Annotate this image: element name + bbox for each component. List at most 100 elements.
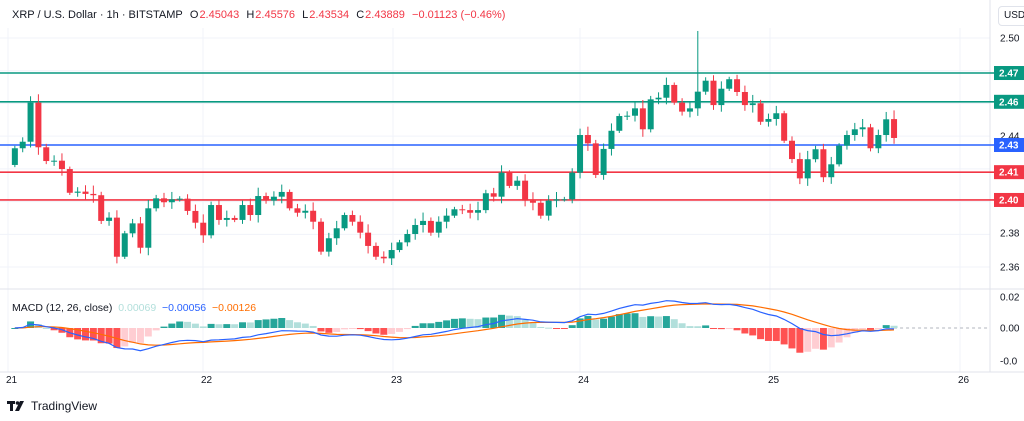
- candle-body: [294, 208, 301, 213]
- candle-body: [600, 148, 607, 175]
- candle: [153, 194, 160, 212]
- candle-body: [66, 169, 73, 193]
- candle-body: [467, 210, 474, 213]
- macd-histogram-bar: [710, 328, 717, 329]
- candle: [286, 189, 293, 211]
- candle: [490, 187, 497, 202]
- candle: [875, 129, 882, 154]
- candle-body: [372, 245, 379, 257]
- macd-histogram-bar: [827, 328, 835, 348]
- candle-body: [58, 160, 65, 170]
- candle: [98, 191, 105, 224]
- candle-body: [443, 215, 450, 222]
- candle-body: [412, 224, 419, 234]
- candle-body: [545, 200, 552, 216]
- candle: [773, 105, 780, 126]
- macd-histogram-bar: [301, 323, 309, 328]
- candle: [121, 230, 128, 259]
- candle: [278, 184, 285, 204]
- candle: [859, 118, 866, 137]
- candle-body: [647, 99, 654, 130]
- candle-body: [757, 103, 764, 122]
- low-label: L: [302, 9, 309, 21]
- candle-body: [561, 199, 568, 201]
- candle: [710, 75, 717, 110]
- candle-body: [184, 198, 191, 211]
- candle-body: [357, 221, 364, 233]
- macd-histogram-bar: [474, 319, 482, 328]
- candle-body: [427, 220, 434, 233]
- candle-body: [90, 193, 97, 196]
- macd-histogram-bar: [34, 324, 42, 328]
- candle: [270, 191, 277, 206]
- level-badge-label: 2.47: [999, 69, 1019, 80]
- level-badge-label: 2.41: [999, 168, 1019, 179]
- macd-histogram-bar: [576, 318, 584, 328]
- candle-body: [608, 130, 615, 149]
- macd-histogram-bar: [780, 328, 788, 345]
- macd-histogram-bar: [553, 328, 560, 329]
- candle-body: [341, 215, 348, 229]
- candle-body: [51, 160, 58, 162]
- candle: [584, 126, 591, 151]
- macd-histogram-bar: [819, 328, 827, 350]
- macd-histogram-bar: [725, 328, 733, 329]
- macd-histogram-bar: [466, 318, 474, 328]
- candle: [891, 110, 898, 144]
- candle-body: [702, 80, 709, 92]
- currency-button[interactable]: USD: [998, 6, 1024, 26]
- macd-histogram-bar: [129, 328, 137, 343]
- macd-histogram-bar: [388, 328, 396, 334]
- candle-body: [420, 220, 427, 225]
- candle: [789, 136, 795, 164]
- candle-body: [553, 199, 560, 201]
- candle-body: [215, 205, 222, 220]
- candle: [35, 94, 42, 155]
- candle: [702, 77, 709, 95]
- candle-body: [679, 102, 686, 112]
- candle-body: [773, 113, 780, 119]
- candle: [639, 100, 646, 137]
- candle: [592, 139, 599, 179]
- macd-title[interactable]: MACD (12, 26, close): [12, 302, 113, 314]
- macd-histogram-bar: [804, 328, 812, 352]
- candle: [561, 196, 568, 202]
- candle-body: [765, 118, 772, 122]
- candle: [388, 242, 395, 265]
- macd-histogram-bar: [254, 320, 262, 328]
- candle: [741, 85, 748, 111]
- macd-histogram-bar: [152, 328, 160, 331]
- macd-histogram-bar: [702, 325, 710, 328]
- candle-body: [624, 115, 631, 117]
- macd-histogram-bar: [176, 321, 184, 328]
- candle-body: [514, 180, 521, 186]
- candle: [686, 101, 693, 118]
- candle: [208, 201, 215, 239]
- candle: [318, 218, 324, 255]
- candle-body: [734, 79, 741, 92]
- open-value: 2.45043: [199, 9, 240, 21]
- candle-body: [255, 196, 262, 216]
- candle: [58, 153, 65, 176]
- macd-histogram-bar: [568, 325, 576, 328]
- macd-histogram-bar: [867, 328, 874, 330]
- candle-body: [812, 149, 819, 160]
- symbol-title[interactable]: XRP / U.S. Dollar · 1h · BITSTAMP: [12, 9, 183, 21]
- macd-histogram-bar: [246, 322, 254, 328]
- macd-histogram-bar: [859, 328, 867, 330]
- macd-histogram-bar: [560, 328, 568, 329]
- tradingview-logo[interactable]: TradingView: [7, 399, 97, 413]
- macd-legend: MACD (12, 26, close) 0.00069 −0.00056 −0…: [12, 302, 256, 314]
- candle: [537, 199, 544, 219]
- candle: [569, 168, 576, 204]
- macd-histogram-bar: [662, 316, 670, 328]
- macd-histogram-bar: [678, 323, 686, 328]
- candle: [263, 192, 270, 204]
- candle-body: [867, 127, 874, 149]
- candle-body: [168, 199, 175, 203]
- candle-body: [498, 172, 505, 197]
- candle-body: [655, 97, 662, 100]
- candle-body: [781, 113, 788, 141]
- candle: [883, 111, 890, 142]
